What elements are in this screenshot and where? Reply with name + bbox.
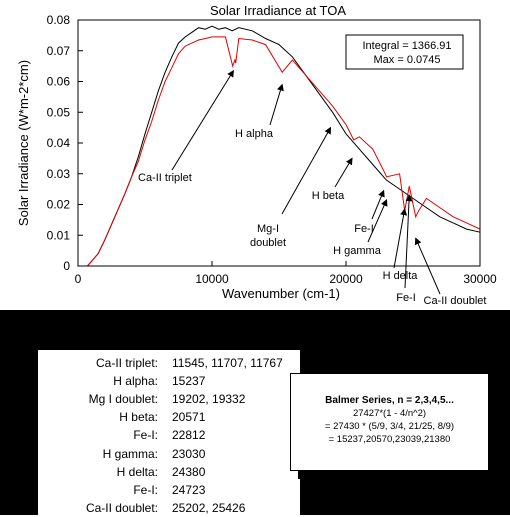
y-tick-label: 0.02 [47, 198, 71, 212]
annotation-arrow [393, 208, 408, 269]
balmer-values: = 15237,20570,23039,21380 [328, 434, 451, 445]
balmer-title: Balmer Series, n = 2,3,4,5... [325, 395, 454, 406]
y-tick-label: 0.05 [47, 105, 71, 119]
x-tick-label: 20000 [329, 272, 363, 286]
x-tick-label: 0 [75, 272, 82, 286]
annotation-label: H beta [312, 190, 345, 202]
line-table-row: Ca-II doublet: 25202, 25426 [46, 499, 283, 517]
info-max: Max = 0.0745 [374, 54, 441, 66]
line-wavenumbers: 22812 [172, 428, 206, 443]
annotation-arrow [269, 83, 284, 126]
line-wavenumbers: 11545, 11707, 11767 [172, 356, 283, 371]
line-name: H alpha: [113, 374, 158, 389]
annotation-label: Ca-II triplet [138, 172, 192, 184]
line-wavenumbers: 25202, 25426 [172, 500, 246, 515]
y-tick-label: 0.08 [47, 13, 71, 27]
y-tick-label: 0.06 [47, 75, 71, 89]
annotation-label: H gamma [333, 245, 382, 257]
line-name: Ca-II doublet: [85, 500, 158, 515]
line-table-row: Fe-I: 24723 [46, 481, 283, 499]
balmer-formula: 27427*(1 - 4/n^2) [352, 408, 427, 419]
balmer-series-box: Balmer Series, n = 2,3,4,5... 27427*(1 -… [290, 373, 489, 471]
annotation-arrow [404, 194, 413, 289]
annotation-label: Fe-I [354, 223, 374, 235]
annotation-label: doublet [250, 237, 286, 249]
line-wavenumbers: 19202, 19332 [172, 392, 246, 407]
line-name: Mg I doublet: [88, 392, 158, 407]
line-name: Ca-II triplet: [95, 356, 158, 371]
x-tick-label: 30000 [463, 272, 497, 286]
y-tick-label: 0.01 [47, 228, 71, 242]
annotation-arrow [367, 198, 388, 243]
line-wavenumbers: 24380 [172, 464, 206, 479]
spectral-lines-table: Ca-II triplet: 11545, 11707, 11767 H alpha… [46, 354, 283, 517]
line-name: Fe-I: [133, 428, 158, 443]
annotation-arrow [371, 189, 385, 220]
line-table-row: Fe-I: 22812 [46, 426, 283, 444]
line-wavenumbers: 20571 [172, 410, 206, 425]
y-axis-label: Solar Irradiance (W*m-2*cm) [16, 60, 31, 226]
x-axis-label: Wavenumber (cm-1) [222, 286, 340, 301]
line-table-row: H alpha: 15237 [46, 372, 283, 390]
line-wavenumbers: 23030 [172, 446, 206, 461]
line-table-row: H delta: 24380 [46, 463, 283, 481]
annotation-arrow [334, 157, 353, 188]
y-tick-label: 0.07 [47, 44, 71, 58]
y-tick-label: 0.04 [47, 136, 71, 150]
line-name: H gamma: [102, 446, 158, 461]
annotation-label: Fe-I [396, 292, 416, 304]
line-table-row: H beta: 20571 [46, 408, 283, 426]
annotation-label: H alpha [235, 128, 274, 140]
line-table-row: Ca-II triplet: 11545, 11707, 11767 [46, 354, 283, 372]
annotation-arrow [414, 237, 441, 295]
line-name: H delta: [116, 464, 158, 479]
line-wavenumbers: 15237 [172, 374, 206, 389]
chart-title: Solar Irradiance at TOA [210, 3, 346, 18]
solar-irradiance-chart: Solar Irradiance at TOA 0 10000 20000 30000… [16, 3, 497, 307]
balmer-expansion: = 27430 * (5/9, 3/4, 21/25, 8/9) [324, 421, 455, 432]
annotation-arrow [171, 69, 234, 171]
y-tick-label: 0 [63, 259, 70, 273]
info-integral: Integral = 1366.91 [363, 40, 452, 52]
annotation-label: Ca-II doublet [424, 295, 487, 307]
line-table-row: H gamma: 23030 [46, 444, 283, 462]
series-line-2 [87, 36, 481, 267]
x-tick-label: 10000 [195, 272, 229, 286]
annotation-label: H delta [383, 270, 419, 282]
line-wavenumbers: 24723 [172, 482, 206, 497]
line-table-row: Mg I doublet: 19202, 19332 [46, 390, 283, 408]
line-table-panel [38, 350, 300, 515]
info-box: Integral = 1366.91 Max = 0.0745 [345, 34, 464, 70]
annotation-label: Mg-I [257, 223, 279, 235]
line-name: H beta: [119, 410, 158, 425]
y-tick-label: 0.03 [47, 167, 71, 181]
annotation-arrow [281, 126, 332, 215]
line-name: Fe-I: [133, 482, 158, 497]
